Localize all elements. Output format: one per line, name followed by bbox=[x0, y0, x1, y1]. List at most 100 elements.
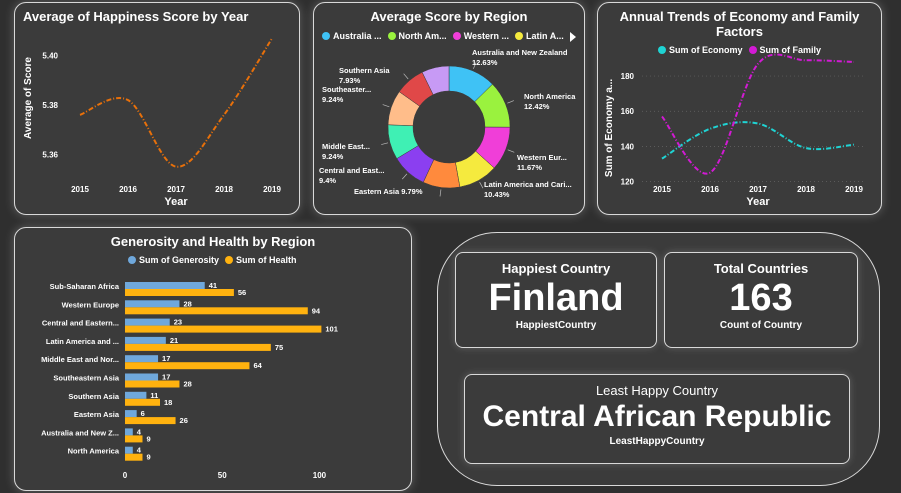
family-series-line bbox=[661, 53, 855, 175]
donut-slice-label: Middle East... bbox=[322, 142, 370, 151]
category-label: Central and Eastern... bbox=[42, 319, 119, 328]
legend-label: Latin A... bbox=[526, 31, 564, 41]
y-tick-label: 5.38 bbox=[42, 101, 58, 110]
bar-value-label: 9 bbox=[147, 434, 151, 443]
x-tick-label: 100 bbox=[313, 471, 327, 480]
health-bar bbox=[125, 417, 176, 425]
legend-item[interactable]: Sum of Generosity bbox=[128, 255, 219, 265]
least-happy-country-card: Least Happy Country Central African Repu… bbox=[464, 374, 850, 464]
donut-slice-label: Australia and New Zealand bbox=[472, 48, 568, 57]
bar-value-label: 28 bbox=[183, 299, 191, 308]
happiness-line-title: Average of Happiness Score by Year bbox=[23, 9, 249, 24]
bar-value-label: 17 bbox=[162, 373, 170, 382]
legend-label: Australia ... bbox=[333, 31, 382, 41]
bar-value-label: 23 bbox=[174, 318, 182, 327]
y-tick-label: 5.36 bbox=[42, 150, 58, 159]
y-tick-label: 5.40 bbox=[42, 52, 58, 61]
y-tick-label: 120 bbox=[621, 177, 635, 186]
card-value: 163 bbox=[729, 277, 793, 319]
x-tick-label: 0 bbox=[123, 471, 128, 480]
x-tick-label: 2017 bbox=[167, 185, 185, 194]
bar-value-label: 26 bbox=[180, 416, 188, 425]
donut-leader-line bbox=[382, 104, 390, 108]
donut-slice-label: Latin America and Cari... bbox=[484, 180, 572, 189]
bar-value-label: 28 bbox=[183, 380, 191, 389]
health-bar bbox=[125, 325, 322, 333]
category-label: Eastern Asia bbox=[74, 410, 120, 419]
donut-slice-value: 12.63% bbox=[472, 58, 498, 67]
category-label: Southeastern Asia bbox=[53, 374, 119, 383]
card-title: Total Countries bbox=[713, 261, 809, 276]
title-line: Annual Trends of Economy and Family bbox=[619, 9, 860, 24]
generosity-bar bbox=[125, 373, 159, 381]
legend-item[interactable]: North Am... bbox=[387, 31, 447, 41]
x-tick-label: 2019 bbox=[263, 185, 281, 194]
generosity-health-title: Generosity and Health by Region bbox=[110, 234, 316, 249]
donut-leader-line bbox=[381, 142, 389, 145]
category-label: Australia and New Z... bbox=[41, 428, 119, 437]
card-subtitle: HappiestCountry bbox=[515, 320, 597, 331]
donut-slice-label: Southeaster... bbox=[322, 85, 371, 94]
happiest-country-card: Happiest Country Finland HappiestCountry bbox=[455, 252, 657, 348]
donut-slice-value: 7.93% bbox=[339, 76, 361, 85]
legend-item[interactable]: Australia ... bbox=[322, 31, 382, 41]
x-tick-label: 2018 bbox=[215, 185, 233, 194]
region-donut-title: Average Score by Region bbox=[370, 9, 528, 24]
economy-family-legend: Sum of Economy Sum of Family bbox=[658, 45, 827, 55]
title-line: Factors bbox=[716, 24, 763, 39]
donut-slice-label: North America bbox=[524, 92, 576, 101]
economy-family-panel: Annual Trends of Economy and Family Fact… bbox=[597, 2, 882, 215]
economy-series-line bbox=[661, 121, 855, 160]
legend-label: North Am... bbox=[398, 31, 447, 41]
generosity-bar bbox=[125, 282, 205, 289]
generosity-health-panel: Generosity and Health by Region Sum of G… bbox=[14, 227, 412, 491]
donut-slice-value: 9.4% bbox=[319, 176, 336, 185]
bar-value-label: 56 bbox=[238, 288, 246, 297]
x-axis-label: Year bbox=[164, 196, 188, 208]
x-tick-label: 2019 bbox=[845, 185, 863, 194]
region-donut-legend: Australia ... North Am... Western ... La… bbox=[322, 31, 570, 41]
health-bar bbox=[125, 398, 160, 406]
card-title: Least Happy Country bbox=[595, 383, 719, 398]
category-label: Western Europe bbox=[62, 300, 119, 309]
bar-value-label: 64 bbox=[253, 361, 262, 370]
happiness-line-chart: 5.36 5.38 5.40 2015 2016 2017 2018 2019 Year Aver… bbox=[23, 37, 281, 208]
legend-item[interactable]: Western ... bbox=[452, 31, 510, 41]
legend-item[interactable]: Sum of Economy bbox=[658, 45, 743, 55]
category-label: Southern Asia bbox=[68, 392, 119, 401]
bar-value-label: 11 bbox=[150, 391, 158, 400]
y-tick-label: 180 bbox=[621, 72, 635, 81]
legend-label: Sum of Economy bbox=[669, 45, 743, 55]
bar-value-label: 4 bbox=[137, 446, 142, 455]
bar-value-label: 17 bbox=[162, 354, 170, 363]
x-tick-label: 2015 bbox=[653, 185, 671, 194]
bar-value-label: 9 bbox=[147, 453, 151, 462]
legend-item[interactable]: Sum of Family bbox=[748, 45, 821, 55]
happiness-line-panel: Average of Happiness Score by Year 5.36 5… bbox=[14, 2, 300, 215]
legend-next-icon[interactable] bbox=[569, 32, 577, 42]
donut-slice-label: Western Eur... bbox=[517, 153, 567, 162]
y-tick-label: 140 bbox=[621, 142, 635, 151]
bar-value-label: 6 bbox=[141, 409, 145, 418]
card-value: Central African Republic bbox=[482, 400, 832, 433]
health-bar bbox=[125, 307, 308, 315]
health-bar bbox=[125, 435, 143, 443]
card-title: Happiest Country bbox=[501, 261, 611, 276]
generosity-bar bbox=[125, 318, 170, 326]
bar-value-label: 101 bbox=[325, 325, 338, 334]
legend-label: Western ... bbox=[463, 31, 510, 41]
x-tick-label: 2016 bbox=[119, 185, 137, 194]
x-tick-label: 2016 bbox=[701, 185, 719, 194]
health-bar bbox=[125, 380, 180, 388]
generosity-bar bbox=[125, 300, 180, 308]
donut-leader-line bbox=[479, 181, 484, 189]
donut-slice-value: 10.43% bbox=[484, 190, 510, 199]
economy-family-chart: 120 140 160 180 2015 2016 2017 2018 2019 Year Sum … bbox=[604, 53, 866, 208]
bar-value-label: 41 bbox=[209, 281, 217, 290]
legend-item[interactable]: Sum of Health bbox=[225, 255, 297, 265]
card-subtitle: Count of Country bbox=[719, 320, 803, 331]
y-axis-label: Sum of Economy a... bbox=[604, 79, 615, 178]
legend-item[interactable]: Latin A... bbox=[515, 31, 564, 41]
category-label: Latin America and ... bbox=[46, 337, 119, 346]
y-tick-label: 160 bbox=[621, 107, 635, 116]
